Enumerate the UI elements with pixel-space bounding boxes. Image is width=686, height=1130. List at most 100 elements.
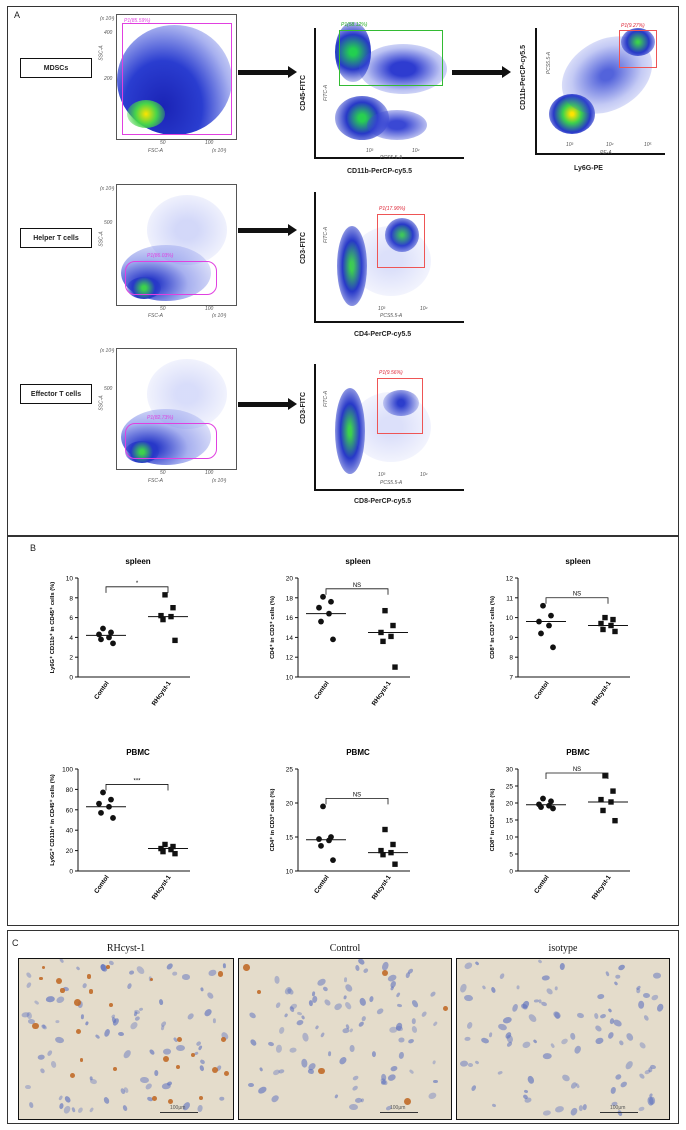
stained-cell (60, 988, 65, 993)
nucleus (474, 960, 481, 966)
nucleus (619, 1080, 628, 1089)
stained-cell (39, 976, 43, 981)
x-tick-label: RHcyst-1 (151, 680, 173, 707)
stained-cell (175, 1065, 180, 1070)
stained-cell (55, 978, 63, 985)
nucleus (247, 1082, 254, 1087)
nucleus (39, 1067, 47, 1075)
data-point (160, 848, 166, 855)
nucleus (24, 1085, 31, 1090)
nucleus (182, 973, 191, 980)
nucleus (138, 1007, 143, 1012)
panel-c-letter: C (12, 938, 19, 948)
chart-title: spleen (345, 557, 370, 566)
nucleus (542, 1053, 552, 1060)
nucleus (352, 1075, 360, 1082)
data-point (158, 612, 164, 619)
x-tick-label: RHcyst-1 (371, 874, 393, 901)
nucleus (300, 1058, 308, 1068)
cd3-cd4-plot: P1(17.90%) (331, 186, 448, 312)
nucleus (343, 977, 347, 983)
nucleus (504, 1040, 513, 1048)
nucleus (474, 1060, 480, 1066)
data-point (382, 607, 388, 614)
nucleus (582, 1103, 588, 1110)
y-tick-label: 8 (509, 655, 513, 662)
data-point (600, 626, 606, 633)
data-point (318, 618, 324, 625)
data-point (172, 850, 178, 857)
nucleus (498, 972, 506, 980)
stained-cell (88, 989, 93, 994)
nucleus (613, 980, 619, 986)
data-point (96, 800, 102, 807)
scale-bar (600, 1112, 638, 1113)
nucleus (307, 1068, 315, 1075)
y-tick-label: 5 (509, 852, 513, 859)
data-point (378, 629, 384, 636)
nucleus (349, 1104, 359, 1111)
y-tick-label: 20 (286, 576, 294, 583)
nucleus (541, 974, 551, 982)
x-tick-label: Contol (533, 680, 551, 701)
x-tick-label: Contol (93, 874, 111, 895)
nucleus (125, 982, 133, 991)
nucleus (410, 1025, 418, 1034)
nucleus (642, 1014, 650, 1023)
stained-cell (256, 989, 261, 994)
x-tick-label: Contol (313, 680, 331, 701)
nucleus (569, 1106, 579, 1117)
data-point (538, 804, 544, 810)
data-point (380, 638, 386, 645)
scale-bar-label: 100μm (390, 1105, 406, 1111)
arrow-right (238, 224, 297, 236)
nucleus (569, 1081, 578, 1091)
nucleus (610, 1086, 617, 1095)
data-point (320, 803, 326, 810)
x-tick-label: RHcyst-1 (591, 874, 613, 901)
y-tick-label: 16 (286, 615, 294, 622)
stained-cell (162, 1055, 169, 1062)
significance-label: NS (573, 592, 581, 598)
gate-label: P1(9.27%) (621, 23, 645, 29)
panel-c-frame (7, 930, 679, 1124)
nucleus (537, 959, 543, 965)
data-point (98, 809, 104, 816)
data-point (610, 616, 616, 623)
significance-label: * (136, 581, 139, 587)
nucleus (295, 1018, 305, 1027)
nucleus (122, 1048, 133, 1059)
stained-cell (198, 1095, 203, 1100)
data-point (328, 598, 334, 605)
nucleus (554, 986, 558, 992)
nucleus (357, 959, 366, 966)
nucleus (121, 1104, 128, 1112)
x-tick-label: RHcyst-1 (591, 680, 613, 707)
nucleus (532, 1039, 538, 1045)
nucleus (33, 999, 40, 1006)
x-tick-label: RHcyst-1 (371, 680, 393, 707)
nucleus (219, 1097, 225, 1102)
nucleus (524, 1096, 532, 1103)
nucleus (612, 1018, 623, 1029)
nucleus (427, 1092, 438, 1101)
stained-cell (106, 965, 111, 970)
data-point (390, 622, 396, 629)
nucleus (397, 1051, 405, 1060)
data-point (316, 604, 322, 611)
nucleus (82, 982, 88, 990)
y-tick-label: 10 (506, 615, 514, 622)
data-point (392, 861, 398, 867)
nucleus (278, 1026, 286, 1036)
nucleus (497, 1022, 508, 1032)
nucleus (573, 1044, 583, 1055)
y-axis-label: Ly6G⁺ CD11b⁺ in CD45⁺ cells (%) (49, 774, 56, 866)
y-tick-label: 18 (286, 595, 294, 602)
data-point (602, 773, 608, 779)
nucleus (464, 993, 474, 1002)
data-point (538, 630, 544, 637)
nucleus (57, 1094, 64, 1101)
nucleus (540, 1001, 548, 1008)
y-tick-label: 10 (66, 576, 74, 583)
scale-bar-label: 100μm (610, 1105, 626, 1111)
